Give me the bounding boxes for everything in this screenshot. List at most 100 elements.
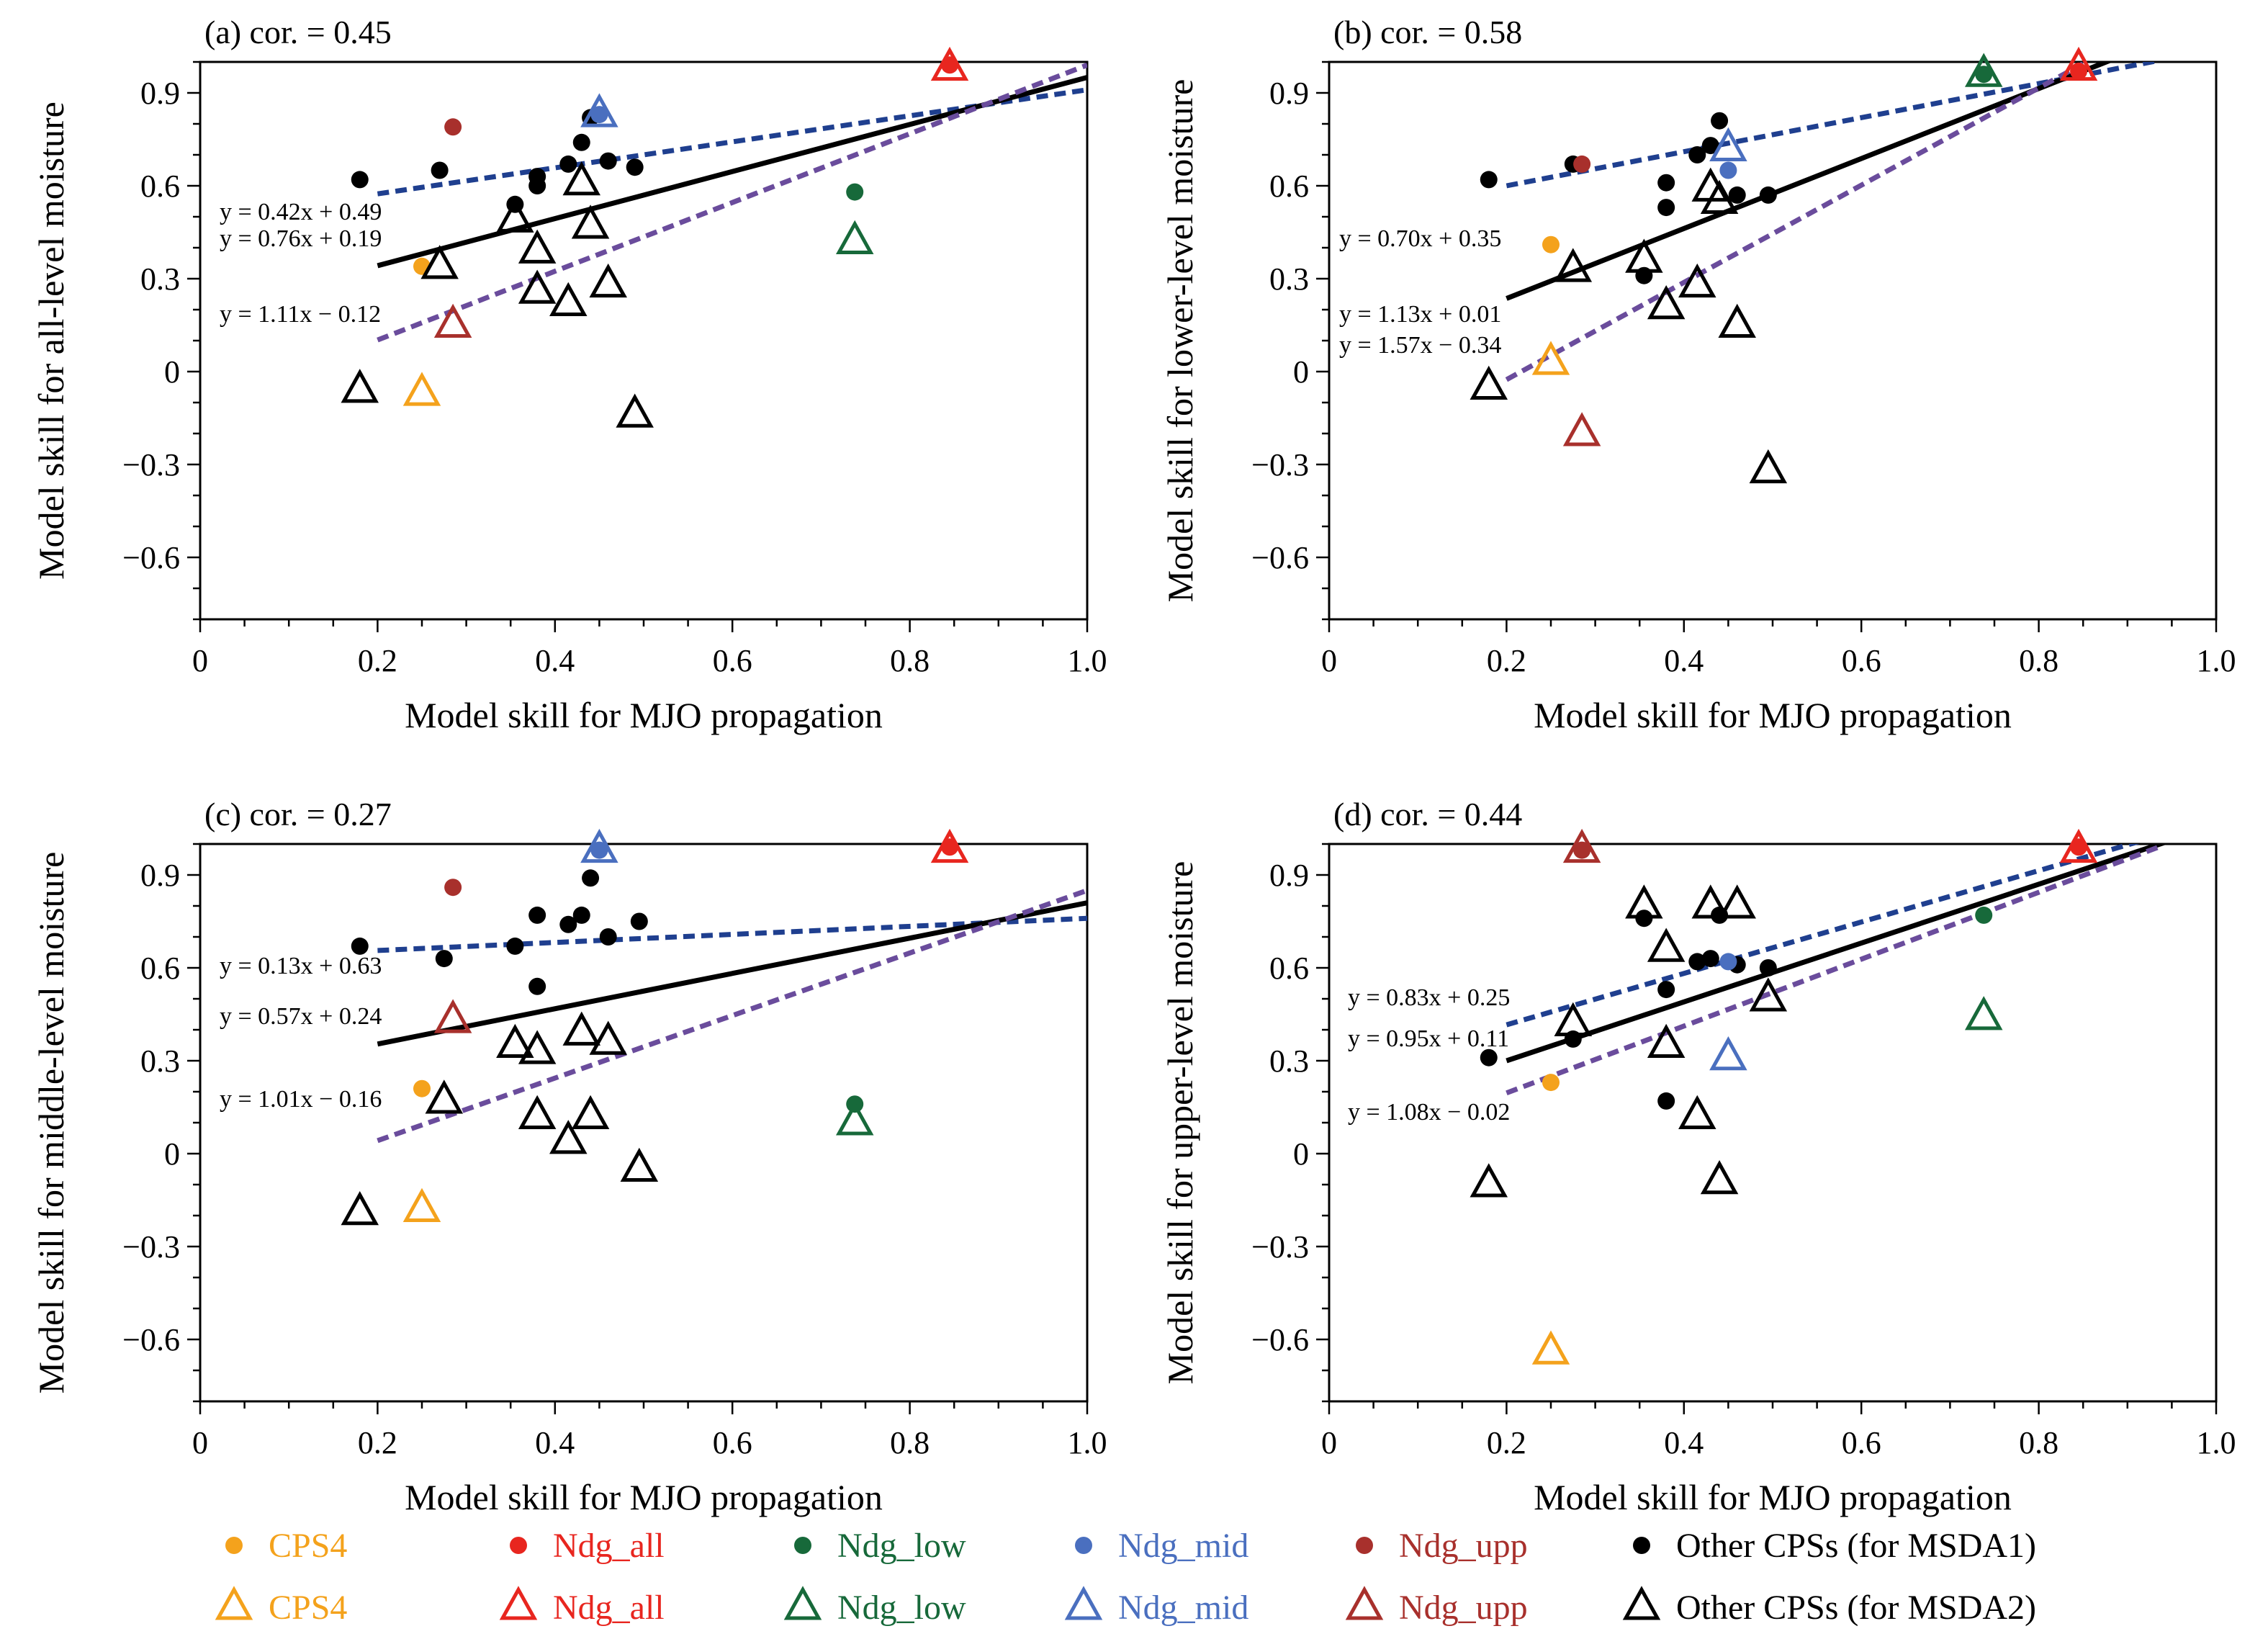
legend-marker-triangle	[1064, 1586, 1103, 1620]
legend-label: Ndg_upp	[1399, 1589, 1528, 1627]
data-point-circle	[1573, 155, 1591, 173]
legend-label: CPS4	[269, 1527, 347, 1565]
regression-equation: y = 0.83x + 0.25	[1348, 984, 1510, 1011]
data-point-triangle	[402, 372, 441, 406]
data-point-circle	[1975, 66, 1993, 84]
regression-line	[1505, 62, 2084, 382]
data-point-circle	[582, 869, 600, 887]
y-tick-label: 0.3	[1269, 261, 1309, 297]
y-tick-label: 0	[164, 1136, 180, 1172]
data-point-triangle	[518, 1030, 557, 1064]
legend-label: Ndg_low	[837, 1527, 966, 1565]
data-point-circle	[1975, 906, 1993, 924]
x-axis-label: Model skill for MJO propagation	[405, 695, 883, 735]
x-tick-label: 0	[1321, 1425, 1337, 1460]
x-tick-label: 0.6	[713, 643, 752, 678]
data-point-circle	[2070, 62, 2088, 80]
y-tick-label: −0.3	[1251, 447, 1309, 482]
data-point-circle	[1759, 959, 1777, 976]
data-point-triangle	[518, 1095, 557, 1129]
data-point-circle	[528, 977, 546, 995]
data-point-triangle	[2059, 828, 2098, 863]
data-point-triangle	[433, 303, 472, 338]
y-tick-label: 0	[164, 354, 180, 390]
y-tick-label: 0.9	[1269, 858, 1309, 893]
data-point-triangle	[1749, 977, 1788, 1012]
legend-marker-triangle	[215, 1586, 253, 1620]
data-point-circle	[599, 928, 617, 946]
y-tick-label: 0.3	[140, 1043, 180, 1079]
regression-line	[377, 888, 1087, 1144]
x-tick-label: 0.6	[1842, 643, 1881, 678]
panel-title: (c) cor. = 0.27	[204, 796, 392, 832]
data-point-triangle	[1678, 1095, 1716, 1129]
data-point-circle	[444, 879, 462, 897]
data-point-triangle	[589, 1020, 627, 1055]
data-point-triangle	[549, 1120, 588, 1154]
data-point-circle	[435, 950, 453, 968]
legend-marker-circle	[794, 1537, 811, 1554]
regression-line	[377, 75, 1087, 269]
x-tick-label: 1.0	[1068, 1425, 1107, 1460]
data-point-triangle	[1554, 1002, 1593, 1036]
data-point-triangle	[589, 263, 627, 298]
x-tick-label: 0.2	[358, 1425, 397, 1460]
data-point-triangle	[1647, 1023, 1686, 1059]
data-point-triangle	[1531, 1330, 1570, 1365]
regression-line	[1506, 844, 2164, 1095]
y-tick-label: 0	[1293, 1136, 1309, 1172]
data-point-circle	[351, 171, 369, 189]
regression-equation: y = 1.08x − 0.02	[1348, 1099, 1510, 1126]
regression-equation: y = 0.13x + 0.63	[220, 953, 382, 979]
legend-marker-triangle	[1345, 1586, 1384, 1620]
regression-equation: y = 0.57x + 0.24	[220, 1003, 382, 1030]
x-axis-label: Model skill for MJO propagation	[405, 1477, 883, 1517]
regression-line	[1506, 844, 2140, 1028]
y-tick-label: −0.6	[122, 1322, 180, 1357]
x-tick-label: 0.6	[1842, 1425, 1881, 1460]
legend-label: Other CPSs (for MSDA2)	[1676, 1589, 2036, 1627]
regression-equation: y = 0.70x + 0.35	[1339, 225, 1501, 252]
x-tick-label: 0.8	[2019, 643, 2058, 678]
regression-equation: y = 0.95x + 0.11	[1348, 1025, 1509, 1052]
y-tick-label: 0.6	[1269, 951, 1309, 986]
data-point-triangle	[1709, 1036, 1747, 1071]
data-point-triangle	[1625, 884, 1663, 919]
data-point-triangle	[402, 1187, 441, 1222]
data-point-triangle	[1964, 53, 2003, 87]
data-point-triangle	[1709, 127, 1747, 161]
data-point-circle	[599, 152, 617, 170]
y-tick-label: 0	[1293, 354, 1309, 390]
data-point-circle	[1542, 1074, 1560, 1092]
y-tick-label: 0.9	[140, 76, 180, 111]
legend: CPS4 Ndg_all Ndg_low Ndg_mid Ndg_upp Other CP…	[215, 1527, 2036, 1627]
data-point-circle	[590, 106, 608, 124]
y-tick-label: 0.6	[140, 169, 180, 204]
y-tick-label: 0.9	[1269, 76, 1309, 111]
y-tick-label: 0.6	[140, 951, 180, 986]
data-point-triangle	[835, 220, 874, 254]
data-point-circle	[572, 906, 590, 924]
data-point-triangle	[549, 282, 588, 316]
legend-label: Other CPSs (for MSDA1)	[1676, 1527, 2036, 1565]
x-tick-label: 1.0	[2197, 643, 2236, 678]
data-point-triangle	[341, 1191, 379, 1226]
panel-b: 0 0.2 0.4 0.6 0.8 1.0 −0.6 −0.3 0 0.3 0.6 0.9 (b) co…	[1160, 14, 2236, 735]
data-point-triangle	[1562, 828, 1601, 863]
y-tick-label: −0.3	[122, 1229, 180, 1265]
x-tick-label: 0	[1321, 643, 1337, 678]
x-tick-label: 0.4	[535, 643, 575, 678]
data-point-circle	[431, 161, 449, 179]
data-point-triangle	[1678, 263, 1716, 298]
data-point-triangle	[420, 245, 459, 279]
panel-title: (b) cor. = 0.58	[1333, 14, 1522, 50]
y-tick-label: −0.6	[122, 540, 180, 575]
data-point-triangle	[1700, 179, 1739, 215]
legend-label: Ndg_all	[553, 1527, 665, 1565]
y-tick-label: −0.3	[1251, 1229, 1309, 1265]
data-point-triangle	[1625, 238, 1663, 273]
data-point-triangle	[518, 269, 557, 304]
regression-line	[377, 63, 1087, 343]
data-point-triangle	[580, 828, 618, 863]
